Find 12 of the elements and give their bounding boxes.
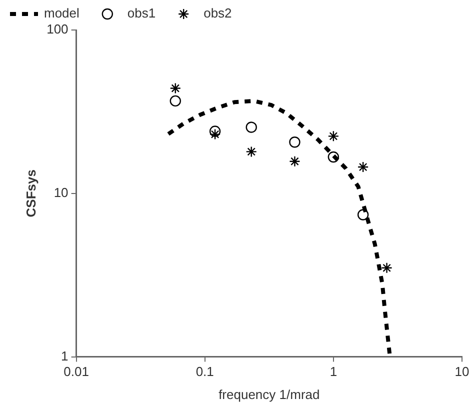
x-tick-label: 0.01 bbox=[64, 364, 89, 380]
x-axis-title: frequency 1/mrad bbox=[218, 386, 320, 402]
x-tick-label: 0.1 bbox=[196, 364, 214, 380]
y-tick-label: 10 bbox=[54, 184, 68, 200]
legend-label: obs2 bbox=[204, 6, 232, 21]
y-axis-title: CSFsys bbox=[23, 170, 38, 218]
y-tick-label: 1 bbox=[61, 348, 68, 364]
x-tick-label: 1 bbox=[330, 364, 338, 380]
legend-label: model bbox=[44, 6, 80, 21]
y-tick-label: 100 bbox=[46, 22, 68, 37]
x-tick-label: 10 bbox=[454, 364, 470, 380]
legend-label: obs1 bbox=[127, 6, 156, 21]
